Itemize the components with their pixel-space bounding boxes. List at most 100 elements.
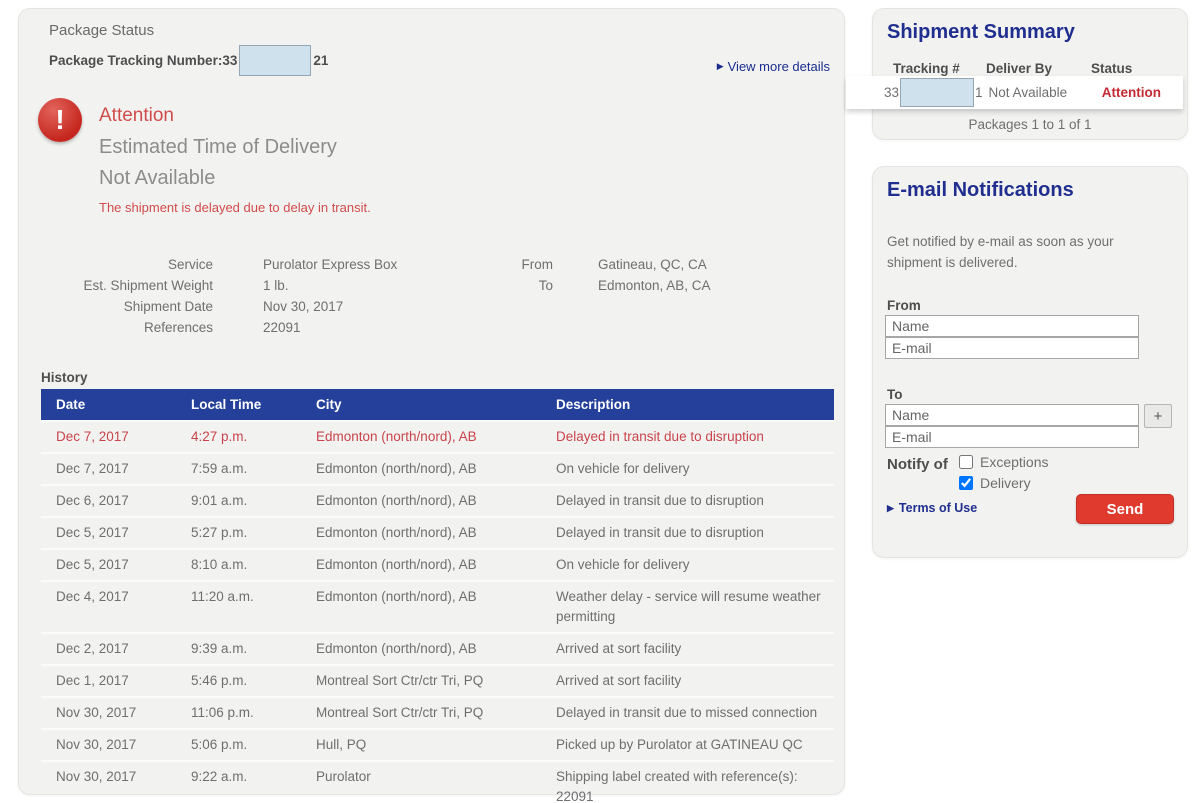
from-name-input[interactable] (885, 315, 1139, 337)
summary-deliver-by-value: Not Available (988, 85, 1068, 100)
history-heading: History (41, 370, 88, 385)
notify-option[interactable]: Delivery (959, 475, 1048, 491)
terms-of-use-link[interactable]: ▶ Terms of Use (887, 501, 977, 515)
tracking-number-prefix: 33 (222, 52, 238, 68)
history-city: Edmonton (north/nord), AB (301, 452, 541, 485)
eta-line1: Estimated Time of Delivery (99, 136, 337, 158)
history-time: 11:06 p.m. (176, 696, 301, 729)
history-row: Dec 1, 2017 5:46 p.m. Montreal Sort Ctr/… (41, 664, 834, 697)
history-description: Delayed in transit due to missed connect… (541, 696, 834, 729)
add-recipient-button[interactable]: + (1144, 404, 1172, 428)
history-date: Dec 6, 2017 (41, 484, 176, 517)
history-description: On vehicle for delivery (541, 548, 834, 581)
history-row: Dec 5, 2017 5:27 p.m. Edmonton (north/no… (41, 516, 834, 549)
history-time: 4:27 p.m. (176, 420, 301, 453)
col-header-local-time: Local Time (176, 389, 301, 421)
history-date: Dec 5, 2017 (41, 516, 176, 549)
history-rows: Dec 7, 2017 4:27 p.m. Edmonton (north/no… (41, 420, 834, 803)
summary-tracking-suffix: 1 (975, 85, 983, 100)
history-city: Edmonton (north/nord), AB (301, 580, 541, 633)
history-row: Dec 7, 2017 7:59 a.m. Edmonton (north/no… (41, 452, 834, 485)
history-description: Delayed in transit due to disruption (541, 516, 834, 549)
col-header-description: Description (541, 389, 834, 421)
history-time: 5:06 p.m. (176, 728, 301, 761)
detail-label: References (143, 320, 213, 335)
history-date: Dec 5, 2017 (41, 548, 176, 581)
to-name-input[interactable] (885, 404, 1139, 426)
detail-label: From (521, 257, 554, 272)
detail-label: Service (167, 257, 213, 272)
from-email-input[interactable] (885, 337, 1139, 359)
detail-label: Est. Shipment Weight (83, 278, 213, 293)
shipment-route: From Gatineau, QC, CA To Edmonton, AB, C… (463, 257, 711, 293)
history-row: Dec 2, 2017 9:39 a.m. Edmonton (north/no… (41, 632, 834, 665)
history-time: 9:01 a.m. (176, 484, 301, 517)
to-email-input[interactable] (885, 426, 1139, 448)
history-row: Dec 7, 2017 4:27 p.m. Edmonton (north/no… (41, 420, 834, 453)
history-time: 9:39 a.m. (176, 632, 301, 665)
history-date: Dec 7, 2017 (41, 420, 176, 453)
notify-checkbox[interactable] (959, 455, 973, 469)
summary-tracking-redaction (900, 78, 975, 107)
detail-value: Purolator Express Box (263, 257, 398, 272)
tracking-number-redaction (239, 44, 312, 76)
detail-value: 22091 (263, 320, 301, 335)
summary-status-badge: Attention (1101, 85, 1161, 100)
to-section-label: To (887, 387, 903, 402)
history-description: Weather delay - service will resume weat… (541, 580, 834, 633)
col-header-city: City (301, 389, 541, 421)
view-more-details-label: View more details (727, 59, 830, 74)
email-notifications-panel: E-mail Notifications Get notified by e-m… (872, 166, 1188, 558)
notify-option[interactable]: Exceptions (959, 454, 1048, 470)
detail-value: Edmonton, AB, CA (598, 278, 711, 293)
shipment-summary-panel: Shipment Summary Tracking # Deliver By S… (872, 8, 1188, 140)
summary-col-deliver-by: Deliver By (986, 61, 1053, 76)
summary-package-row[interactable]: 33 1 Not Available Attention (846, 76, 1183, 109)
history-description: On vehicle for delivery (541, 452, 834, 485)
history-description: Picked up by Purolator at GATINEAU QC (541, 728, 834, 761)
history-date: Nov 30, 2017 (41, 728, 176, 761)
detail-value: Gatineau, QC, CA (598, 257, 707, 272)
history-row: Dec 6, 2017 9:01 a.m. Edmonton (north/no… (41, 484, 834, 517)
history-description: Delayed in transit due to disruption (541, 420, 834, 453)
attention-heading: Attention (99, 105, 174, 126)
detail-value: Nov 30, 2017 (263, 299, 344, 314)
history-city: Edmonton (north/nord), AB (301, 420, 541, 453)
summary-header-row: Tracking # Deliver By Status (893, 61, 1132, 76)
chevron-right-icon: ▶ (887, 502, 894, 513)
notify-checkbox[interactable] (959, 476, 973, 490)
history-description: Delayed in transit due to disruption (541, 484, 834, 517)
history-row: Dec 5, 2017 8:10 a.m. Edmonton (north/no… (41, 548, 834, 581)
terms-of-use-label: Terms of Use (898, 501, 978, 515)
view-more-details-link[interactable]: ▶ View more details (717, 59, 830, 74)
history-time: 9:22 a.m. (176, 760, 301, 803)
history-row: Nov 30, 2017 9:22 a.m. Purolator Shippin… (41, 760, 834, 803)
detail-label: To (538, 278, 553, 293)
summary-col-tracking: Tracking # (893, 61, 960, 76)
history-description: Arrived at sort facility (541, 664, 834, 697)
chevron-right-icon: ▶ (716, 61, 724, 71)
email-notifications-description: Get notified by e-mail as soon as your s… (887, 234, 1114, 270)
history-city: Edmonton (north/nord), AB (301, 484, 541, 517)
history-time: 7:59 a.m. (176, 452, 301, 485)
tracking-number-suffix: 21 (313, 52, 329, 68)
eta-line2: Not Available (99, 167, 216, 189)
summary-col-status: Status (1091, 61, 1133, 76)
email-notifications-title: E-mail Notifications (887, 179, 1074, 201)
notify-of-label: Notify of (887, 456, 948, 473)
summary-tracking-prefix: 33 (884, 85, 900, 100)
detail-label: Shipment Date (123, 299, 213, 314)
history-row: Nov 30, 2017 5:06 p.m. Hull, PQ Picked u… (41, 728, 834, 761)
shipment-details: Service Purolator Express Box Est. Shipm… (61, 257, 397, 335)
history-time: 5:27 p.m. (176, 516, 301, 549)
history-city: Edmonton (north/nord), AB (301, 548, 541, 581)
history-date: Nov 30, 2017 (41, 760, 176, 803)
history-table: Date Local Time City Description Dec 7, … (41, 389, 834, 803)
history-city: Montreal Sort Ctr/ctr Tri, PQ (301, 664, 541, 697)
send-button[interactable]: Send (1076, 494, 1174, 524)
shipment-summary-title: Shipment Summary (887, 21, 1075, 43)
history-city: Montreal Sort Ctr/ctr Tri, PQ (301, 696, 541, 729)
col-header-date: Date (41, 389, 176, 421)
history-header-row: Date Local Time City Description (41, 389, 834, 421)
package-status-panel: Package Status Package Tracking Number: … (18, 8, 845, 803)
